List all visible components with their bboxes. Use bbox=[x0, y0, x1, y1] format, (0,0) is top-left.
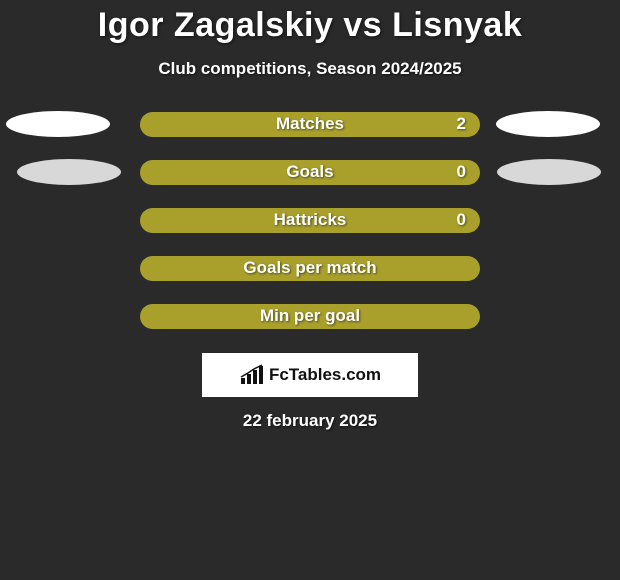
comparison-card: Igor Zagalskiy vs Lisnyak Club competiti… bbox=[0, 0, 620, 431]
stat-value: 0 bbox=[457, 162, 466, 182]
left-avatar-placeholder bbox=[6, 111, 110, 137]
page-title: Igor Zagalskiy vs Lisnyak bbox=[0, 6, 620, 45]
stat-value: 2 bbox=[457, 114, 466, 134]
stat-bar: Hattricks 0 bbox=[140, 208, 480, 233]
left-avatar-placeholder bbox=[17, 159, 121, 185]
logo-text: FcTables.com bbox=[269, 365, 381, 385]
stat-label: Matches bbox=[276, 114, 344, 134]
stats-rows: Matches 2 Goals 0 Hattricks 0 Goals per … bbox=[0, 111, 620, 329]
stat-label: Min per goal bbox=[260, 306, 360, 326]
logo-box[interactable]: FcTables.com bbox=[202, 353, 418, 397]
stat-row-goals-per-match: Goals per match bbox=[0, 255, 620, 281]
bars-icon bbox=[239, 364, 265, 386]
stat-value: 0 bbox=[457, 210, 466, 230]
date-label: 22 february 2025 bbox=[0, 411, 620, 431]
subtitle: Club competitions, Season 2024/2025 bbox=[0, 59, 620, 79]
stat-row-min-per-goal: Min per goal bbox=[0, 303, 620, 329]
stat-label: Goals bbox=[286, 162, 333, 182]
stat-row-goals: Goals 0 bbox=[0, 159, 620, 185]
stat-row-hattricks: Hattricks 0 bbox=[0, 207, 620, 233]
stat-bar: Matches 2 bbox=[140, 112, 480, 137]
stat-row-matches: Matches 2 bbox=[0, 111, 620, 137]
stat-bar: Goals per match bbox=[140, 256, 480, 281]
stat-bar: Goals 0 bbox=[140, 160, 480, 185]
right-avatar-placeholder bbox=[497, 159, 601, 185]
stat-label: Hattricks bbox=[274, 210, 347, 230]
right-avatar-placeholder bbox=[496, 111, 600, 137]
logo: FcTables.com bbox=[239, 364, 381, 386]
stat-bar: Min per goal bbox=[140, 304, 480, 329]
stat-label: Goals per match bbox=[243, 258, 376, 278]
